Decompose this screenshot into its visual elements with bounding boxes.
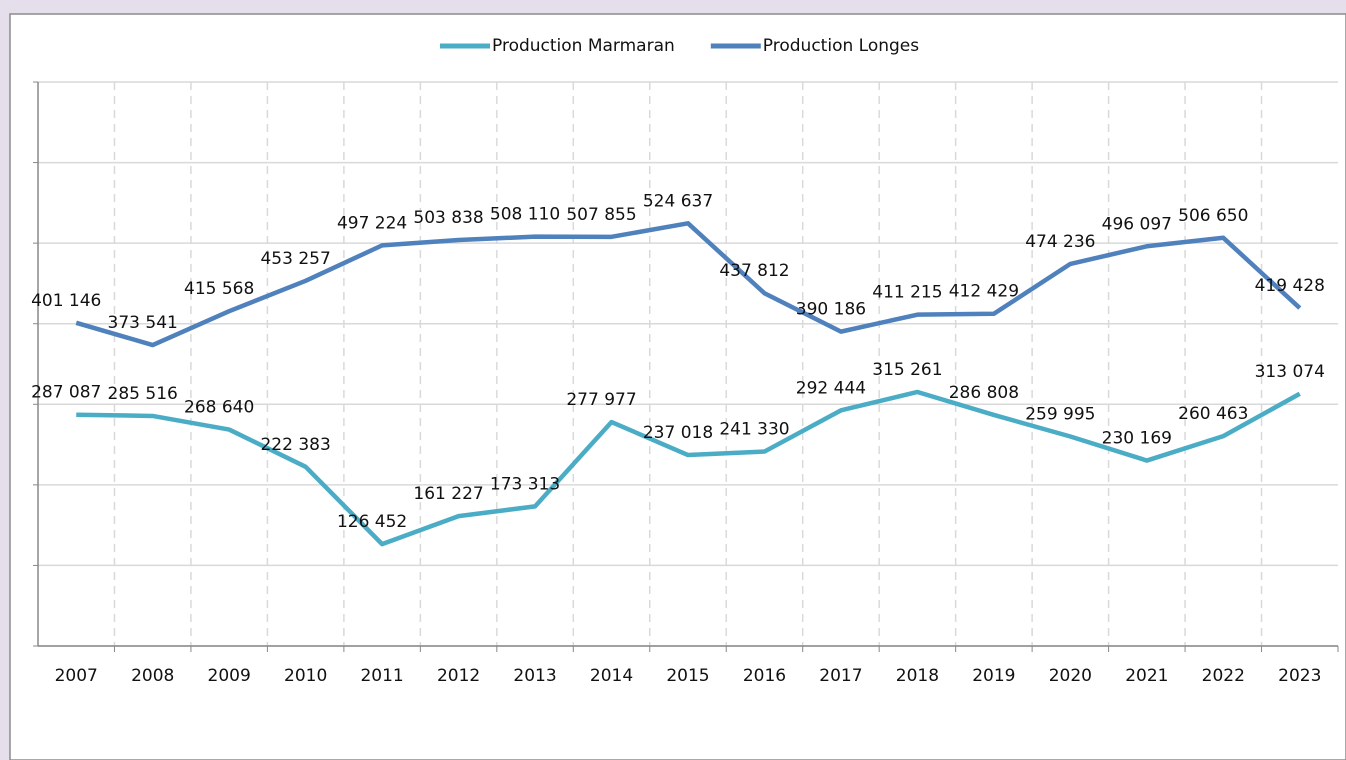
series-line bbox=[75, 221, 1302, 348]
x-tick-label: 2019 bbox=[972, 666, 1015, 686]
chart-frame bbox=[9, 13, 1346, 760]
data-label: 260 463 bbox=[1178, 404, 1248, 424]
data-label: 496 097 bbox=[1102, 214, 1172, 234]
data-label: 401 146 bbox=[31, 291, 101, 311]
data-label: 315 261 bbox=[872, 360, 942, 380]
data-label: 277 977 bbox=[566, 390, 636, 410]
data-label: 373 541 bbox=[108, 313, 178, 333]
x-tick-label: 2017 bbox=[819, 666, 862, 686]
data-label: 241 330 bbox=[719, 420, 789, 440]
x-tick-label: 2013 bbox=[513, 666, 556, 686]
data-label: 453 257 bbox=[260, 249, 330, 269]
data-label: 286 808 bbox=[949, 383, 1019, 403]
data-label: 508 110 bbox=[490, 205, 560, 225]
x-tick-label: 2010 bbox=[284, 666, 327, 686]
data-label: 497 224 bbox=[337, 213, 407, 233]
legend-label: Production Marmaran bbox=[492, 36, 675, 56]
data-label: 173 313 bbox=[490, 474, 560, 494]
data-label: 474 236 bbox=[1025, 232, 1095, 252]
x-tick-label: 2018 bbox=[896, 666, 939, 686]
x-tick-label: 2008 bbox=[131, 666, 174, 686]
data-label: 126 452 bbox=[337, 512, 407, 532]
x-tick-label: 2007 bbox=[55, 666, 98, 686]
data-label: 161 227 bbox=[413, 484, 483, 504]
data-label: 411 215 bbox=[872, 283, 942, 303]
data-label: 524 637 bbox=[643, 191, 713, 211]
data-label: 506 650 bbox=[1178, 206, 1248, 226]
data-label: 230 169 bbox=[1102, 429, 1172, 449]
legend-label: Production Longes bbox=[763, 36, 919, 56]
data-label: 390 186 bbox=[796, 300, 866, 320]
data-label: 292 444 bbox=[796, 378, 866, 398]
x-tick-label: 2009 bbox=[208, 666, 251, 686]
data-label: 222 383 bbox=[260, 435, 330, 455]
data-label: 503 838 bbox=[413, 208, 483, 228]
data-label: 237 018 bbox=[643, 423, 713, 443]
data-label: 415 568 bbox=[184, 279, 254, 299]
data-label: 259 995 bbox=[1025, 405, 1095, 425]
data-label: 313 074 bbox=[1255, 362, 1325, 382]
x-tick-label: 2015 bbox=[666, 666, 709, 686]
x-tick-label: 2011 bbox=[360, 666, 403, 686]
x-tick-label: 2016 bbox=[743, 666, 786, 686]
data-label: 268 640 bbox=[184, 398, 254, 418]
x-tick-label: 2023 bbox=[1278, 666, 1321, 686]
x-tick-label: 2020 bbox=[1049, 666, 1092, 686]
x-tick-label: 2012 bbox=[437, 666, 480, 686]
data-label: 287 087 bbox=[31, 383, 101, 403]
x-tick-label: 2021 bbox=[1125, 666, 1168, 686]
series-line bbox=[76, 389, 1301, 547]
data-label: 419 428 bbox=[1255, 276, 1325, 296]
data-label: 437 812 bbox=[719, 261, 789, 281]
data-label: 507 855 bbox=[566, 205, 636, 225]
data-label: 412 429 bbox=[949, 282, 1019, 302]
data-label: 285 516 bbox=[108, 384, 178, 404]
x-tick-label: 2014 bbox=[590, 666, 633, 686]
x-tick-label: 2022 bbox=[1202, 666, 1245, 686]
